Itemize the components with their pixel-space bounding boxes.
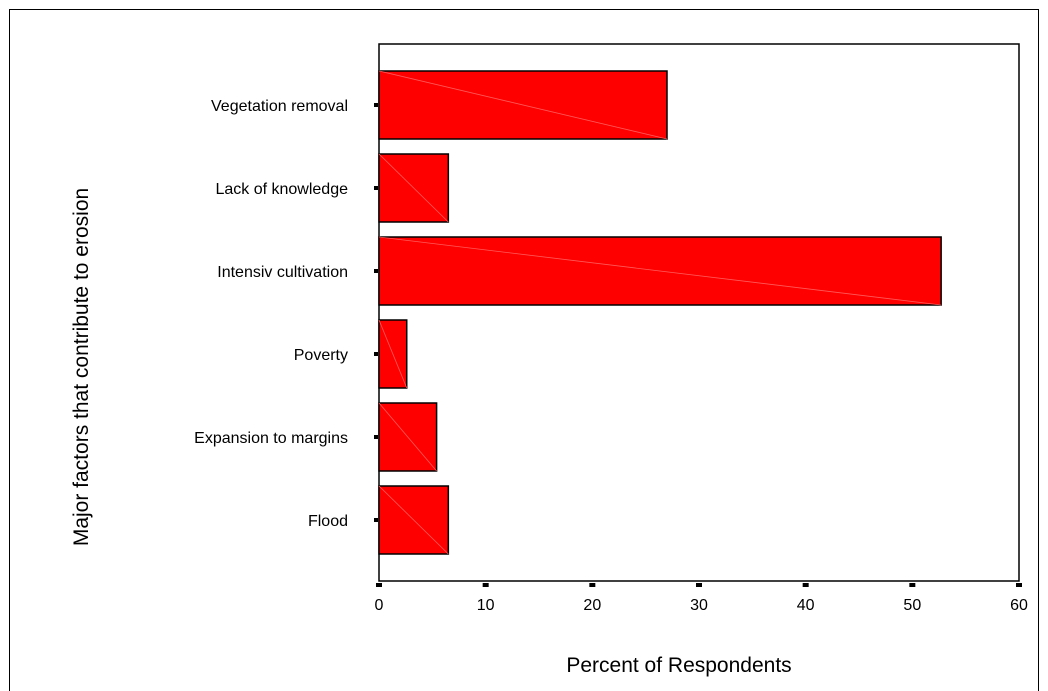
y-tick-0 (374, 103, 378, 107)
y-tick-4 (374, 435, 378, 439)
x-tick-mark-1 (482, 583, 489, 587)
x-tick-label: 20 (583, 597, 601, 614)
x-tick-mark-6 (1016, 583, 1022, 587)
bar-hatch-3 (378, 319, 408, 389)
x-tick-label: 40 (797, 597, 815, 614)
y-tick-1 (374, 186, 378, 190)
bar-hatch-4 (378, 402, 437, 472)
category-label: Poverty (294, 347, 348, 364)
category-label: Flood (308, 513, 348, 530)
chart-frame (9, 9, 1039, 691)
x-tick-mark-2 (589, 583, 596, 587)
x-tick-mark-0 (376, 583, 382, 587)
bar-hatch-1 (378, 153, 449, 223)
x-tick-mark-4 (802, 583, 809, 587)
x-tick-mark-5 (909, 583, 916, 587)
category-label: Intensiv cultivation (217, 264, 348, 281)
x-tick-label: 50 (903, 597, 921, 614)
bar-hatch-2 (378, 236, 942, 306)
category-label: Vegetation removal (211, 98, 348, 115)
bar-hatch-5 (378, 485, 449, 555)
category-label: Lack of knowledge (215, 181, 348, 198)
x-axis-title: Percent of Respondents (566, 654, 791, 677)
y-axis-title: Major factors that contribute to erosion (70, 188, 93, 546)
x-tick-label: 30 (690, 597, 708, 614)
x-tick-label: 10 (477, 597, 495, 614)
y-tick-2 (374, 269, 378, 273)
x-tick-mark-3 (696, 583, 702, 587)
category-label: Expansion to margins (194, 430, 348, 447)
x-tick-label: 60 (1010, 597, 1028, 614)
y-tick-3 (374, 352, 378, 356)
plot-area (378, 43, 1020, 582)
bar-hatch-0 (378, 70, 668, 140)
y-tick-5 (374, 518, 378, 522)
x-tick-label: 0 (375, 597, 384, 614)
